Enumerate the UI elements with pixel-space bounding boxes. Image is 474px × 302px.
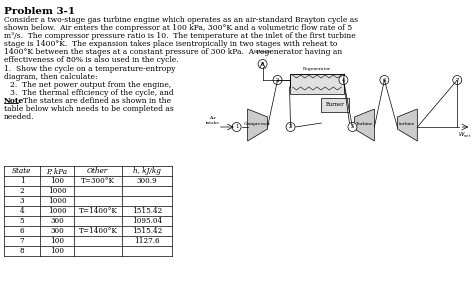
Text: 7: 7 — [456, 78, 459, 82]
Text: T=300°K: T=300°K — [81, 177, 115, 185]
Text: Other: Other — [87, 167, 109, 175]
Text: 5: 5 — [19, 217, 24, 225]
Text: State: State — [12, 167, 32, 175]
Text: 7: 7 — [19, 237, 24, 245]
Text: 6: 6 — [19, 227, 24, 235]
Text: needed.: needed. — [4, 113, 35, 121]
Text: m³/s.  The compressor pressure ratio is 10.  The temperature at the inlet of the: m³/s. The compressor pressure ratio is 1… — [4, 32, 356, 40]
Circle shape — [232, 123, 241, 131]
Text: 5: 5 — [351, 124, 354, 130]
Polygon shape — [355, 109, 374, 141]
Text: 1515.42: 1515.42 — [132, 207, 162, 215]
Text: 2: 2 — [276, 78, 279, 82]
Text: 8: 8 — [261, 62, 264, 66]
Text: 300: 300 — [50, 217, 64, 225]
Text: Turbine: Turbine — [356, 122, 373, 126]
Text: 300: 300 — [50, 227, 64, 235]
Text: 4: 4 — [342, 78, 345, 82]
Text: 1.  Show the cycle on a temperature-entropy: 1. Show the cycle on a temperature-entro… — [4, 65, 175, 73]
Text: 4: 4 — [19, 207, 24, 215]
Text: 3.  The thermal efficiency of the cycle, and: 3. The thermal efficiency of the cycle, … — [10, 89, 174, 97]
Text: 8: 8 — [19, 247, 24, 255]
Text: stage is 1400°K.  The expansion takes place isentropically in two stages with re: stage is 1400°K. The expansion takes pla… — [4, 40, 337, 48]
Text: 300.9: 300.9 — [137, 177, 157, 185]
Text: T=1400°K: T=1400°K — [78, 227, 117, 235]
Text: 100: 100 — [50, 237, 64, 245]
Text: 3: 3 — [20, 197, 24, 205]
Text: Air
intake: Air intake — [206, 116, 219, 125]
Polygon shape — [397, 109, 417, 141]
Circle shape — [380, 76, 389, 85]
Text: 1000: 1000 — [47, 207, 66, 215]
Polygon shape — [247, 109, 267, 141]
Text: 2: 2 — [19, 187, 24, 195]
Text: 1000: 1000 — [47, 187, 66, 195]
Text: 1: 1 — [19, 177, 24, 185]
Circle shape — [258, 59, 267, 69]
Text: 1: 1 — [235, 124, 238, 130]
Text: table below which needs to be completed as: table below which needs to be completed … — [4, 105, 174, 113]
Text: shown below.  Air enters the compressor at 100 kPa, 300°K and a volumetric flow : shown below. Air enters the compressor a… — [4, 24, 352, 32]
Text: $\dot{W}_{net}$: $\dot{W}_{net}$ — [458, 130, 472, 140]
Bar — [321, 98, 349, 112]
Text: turbine: turbine — [399, 122, 416, 126]
Text: Consider a two-stage gas turbine engine which operates as an air-standard Brayto: Consider a two-stage gas turbine engine … — [4, 16, 358, 24]
Text: Regenerator: Regenerator — [303, 67, 331, 71]
Circle shape — [453, 76, 462, 85]
Text: 1400°K between the stages at a constant pressure of 300 kPa.  A regenerator havi: 1400°K between the stages at a constant … — [4, 48, 342, 56]
Text: Problem 3-1: Problem 3-1 — [4, 7, 75, 16]
Circle shape — [348, 123, 357, 131]
Text: 6: 6 — [383, 78, 386, 82]
Circle shape — [339, 76, 348, 85]
Text: 2.  The net power output from the engine,: 2. The net power output from the engine, — [10, 81, 171, 89]
Text: 3: 3 — [289, 124, 292, 130]
Text: 100: 100 — [50, 177, 64, 185]
Text: P, kPa: P, kPa — [46, 167, 67, 175]
Text: effectiveness of 80% is also used in the cycle.: effectiveness of 80% is also used in the… — [4, 56, 179, 64]
Circle shape — [273, 76, 282, 85]
Bar — [290, 74, 345, 94]
Text: 1000: 1000 — [47, 197, 66, 205]
Text: 1127.6: 1127.6 — [134, 237, 160, 245]
Text: Compressor: Compressor — [244, 122, 271, 126]
Text: 100: 100 — [50, 247, 64, 255]
Text: Note: Note — [4, 97, 24, 105]
Text: Exhaust: Exhaust — [254, 50, 272, 54]
Text: diagram, then calculate:: diagram, then calculate: — [4, 73, 98, 81]
Text: Burner: Burner — [326, 102, 345, 108]
Text: T=1400°K: T=1400°K — [78, 207, 117, 215]
Text: : The states are defined as shown in the: : The states are defined as shown in the — [18, 97, 171, 105]
Text: 1095.04: 1095.04 — [132, 217, 162, 225]
Text: 1515.42: 1515.42 — [132, 227, 162, 235]
Circle shape — [286, 123, 295, 131]
Text: h, kJ/kg: h, kJ/kg — [133, 167, 161, 175]
